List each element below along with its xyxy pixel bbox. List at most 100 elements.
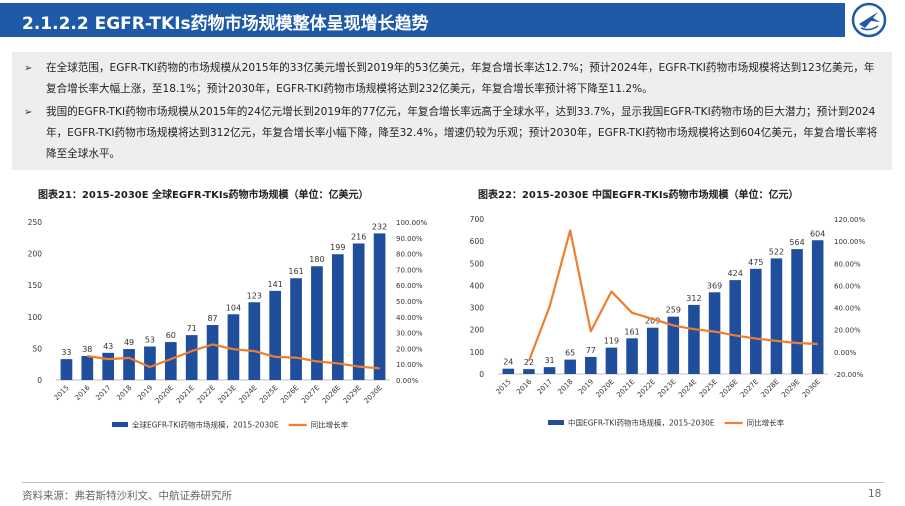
- bar: [708, 292, 721, 374]
- bar: [667, 316, 680, 374]
- x-tick-label: 2022E: [196, 384, 217, 405]
- bar: [605, 347, 618, 374]
- legend-label-bar: 中国EGFR-TKI药物市场规模，2015-2030E: [568, 418, 715, 428]
- legend-swatch-bar: [548, 420, 564, 425]
- x-tick-label: 2027E: [739, 378, 760, 399]
- x-tick-label: 2018: [556, 378, 574, 396]
- bar-value-label: 49: [124, 338, 134, 347]
- x-tick-label: 2025E: [698, 378, 719, 399]
- bullet-china: ➢ 我国的EGFR-TKI药物市场规模从2015年的24亿元增长到2019年的7…: [24, 102, 878, 165]
- legend-swatch-bar: [112, 422, 128, 427]
- bar: [646, 327, 659, 374]
- bar: [626, 338, 638, 374]
- bar-value-label: 232: [372, 222, 387, 231]
- bar-value-label: 564: [789, 238, 804, 247]
- y-tick-right: 80.00%: [396, 251, 423, 259]
- x-tick-label: 2021E: [175, 384, 196, 405]
- bar: [331, 254, 344, 380]
- x-tick-label: 2016: [515, 377, 534, 396]
- bar: [729, 280, 741, 374]
- bar: [585, 356, 597, 374]
- bar-value-label: 87: [207, 314, 217, 323]
- bar-value-label: 33: [61, 348, 71, 357]
- x-tick-label: 2023E: [216, 384, 237, 405]
- bar: [81, 355, 94, 380]
- bar-value-label: 141: [268, 280, 283, 289]
- y-tick-right: 20.00%: [396, 345, 423, 353]
- bar-value-label: 104: [226, 303, 241, 312]
- chart-title-global: 图表21：2015-2030E 全球EGFR-TKIs药物市场规模（单位：亿美元…: [38, 190, 369, 201]
- y-tick-right: -20.00%: [834, 371, 864, 379]
- airplane-logo-icon: [851, 2, 887, 38]
- bar: [144, 346, 156, 380]
- bar: [750, 268, 762, 374]
- x-tick-label: 2019: [136, 384, 154, 402]
- x-tick-label: 2030E: [801, 378, 822, 399]
- bar-value-label: 180: [309, 255, 324, 264]
- bar: [791, 249, 803, 374]
- y-tick-left: 50: [32, 344, 42, 353]
- bar: [206, 325, 219, 380]
- bar-value-label: 475: [748, 258, 763, 267]
- y-tick-left: 200: [470, 326, 485, 335]
- source-note: 资料来源：弗若斯特沙利文、中航证券研究所: [22, 490, 232, 502]
- x-tick-label: 2023E: [656, 378, 677, 399]
- bar-value-label: 522: [769, 247, 784, 256]
- bar: [164, 342, 177, 380]
- bar-value-label: 424: [728, 269, 743, 278]
- y-tick-left: 250: [28, 218, 43, 227]
- x-tick-label: 2024E: [237, 384, 258, 405]
- bar-value-label: 60: [166, 331, 176, 340]
- y-tick-right: 20.00%: [834, 327, 861, 335]
- bar-value-label: 216: [351, 232, 366, 241]
- bar-value-label: 161: [624, 327, 639, 336]
- footer-divider: [22, 482, 884, 483]
- x-tick-label: 2022E: [636, 378, 657, 399]
- bar-value-label: 259: [666, 306, 681, 315]
- x-tick-label: 2029E: [342, 384, 363, 405]
- bar: [227, 314, 240, 380]
- y-tick-right: 80.00%: [834, 260, 861, 268]
- y-tick-right: 50.00%: [396, 298, 423, 306]
- bar: [564, 359, 576, 374]
- y-tick-left: 700: [470, 215, 485, 224]
- bar-value-label: 22: [524, 358, 534, 367]
- bar-value-label: 123: [247, 291, 262, 300]
- legend-label-bar: 全球EGFR-TKI药物市场规模，2015-2030E: [132, 420, 279, 430]
- legend-label-line: 同比增长率: [747, 418, 785, 428]
- y-tick-right: 100.00%: [834, 238, 865, 246]
- y-tick-right: 40.00%: [396, 314, 423, 322]
- bullet-text: 我国的EGFR-TKI药物市场规模从2015年的24亿元增长到2019年的77亿…: [46, 106, 878, 160]
- bar: [352, 243, 365, 380]
- bar: [311, 266, 323, 380]
- y-tick-right: 30.00%: [396, 330, 423, 338]
- x-tick-label: 2019: [577, 378, 595, 396]
- section-title: 2.1.2.2 EGFR-TKIs药物市场规模整体呈现增长趋势: [22, 14, 429, 34]
- x-tick-label: 2016: [73, 383, 92, 402]
- y-tick-right: 0.00%: [834, 349, 857, 357]
- bar-value-label: 312: [686, 294, 701, 303]
- bar-value-label: 71: [187, 324, 197, 333]
- bar-value-label: 53: [145, 336, 155, 345]
- bullet-arrow-icon: ➢: [24, 107, 33, 118]
- x-tick-label: 2027E: [300, 384, 321, 405]
- bar: [523, 369, 535, 374]
- bar-value-label: 369: [707, 281, 722, 290]
- bar: [102, 352, 115, 380]
- bar-value-label: 38: [82, 345, 92, 354]
- bar: [770, 258, 783, 374]
- x-tick-label: 2025E: [258, 384, 279, 405]
- bar-value-label: 199: [330, 243, 345, 252]
- y-tick-right: 70.00%: [396, 266, 423, 274]
- x-tick-label: 2017: [536, 378, 554, 396]
- x-tick-label: 2017: [94, 384, 112, 402]
- y-tick-left: 400: [470, 281, 485, 290]
- bar: [248, 302, 261, 380]
- x-tick-label: 2024E: [677, 378, 698, 399]
- bar-value-label: 65: [565, 349, 575, 358]
- page-number: 18: [868, 488, 882, 500]
- y-tick-right: 40.00%: [834, 305, 861, 313]
- chart-global: 0 50 100 150 200 250 0.00% 10.00% 20.00% 30.00% 40…: [28, 218, 428, 430]
- growth-rate-line: [527, 229, 818, 362]
- bar: [60, 359, 73, 380]
